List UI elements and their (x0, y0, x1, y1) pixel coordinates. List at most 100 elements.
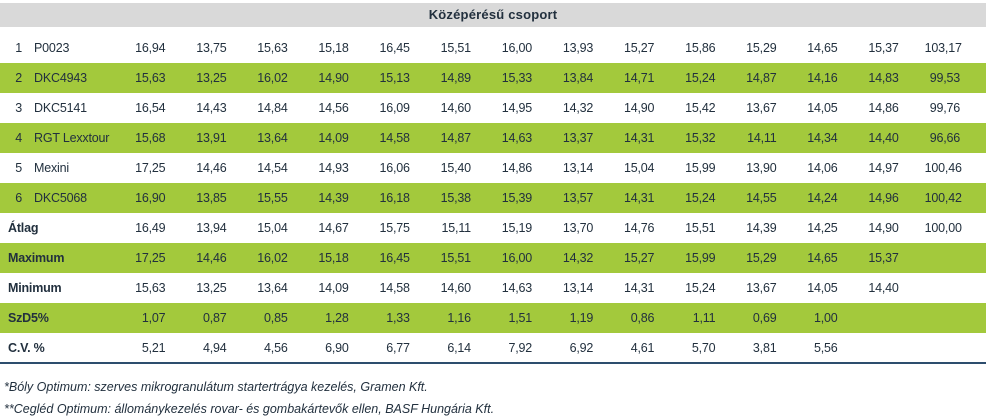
value-cell: 14,96 (863, 183, 925, 213)
value-cell: 0,86 (619, 303, 681, 333)
value-cell: 14,31 (619, 123, 681, 153)
value-cell: 15,27 (619, 243, 681, 273)
value-cell (925, 273, 986, 303)
footnote-boly-optimum: *Bóly Optimum: szerves mikrogranulátum s… (4, 380, 428, 394)
value-cell: 17,25 (130, 243, 192, 273)
value-cell: 16,94 (135, 41, 166, 55)
value-cell: 4,61 (630, 340, 655, 355)
value-cell: 6,92 (569, 340, 594, 355)
row-variety-name: RGT Lexxtour (26, 123, 131, 153)
value-cell: 14,95 (501, 101, 533, 115)
value-cell: 15,51 (440, 41, 471, 55)
row-summary-label: Átlag (8, 221, 39, 235)
row-rank: 1 (15, 41, 23, 55)
row-rank: 5 (15, 161, 23, 175)
summary-row: C.V. % 5,21 4,94 4,56 6,90 6,77 6,14 7,92 6,92 4,… (0, 333, 986, 363)
value-cell: 16,09 (379, 101, 410, 115)
value-cell: 15,42 (685, 101, 716, 115)
value-cell: 14,16 (802, 63, 864, 93)
row-summary-label: Minimum (8, 281, 62, 295)
value-cell: 15,24 (680, 63, 742, 93)
value-cell: 15,27 (623, 41, 655, 55)
value-cell: 15,33 (496, 63, 559, 93)
value-cell: 14,86 (868, 101, 899, 115)
value-cell: 15,18 (313, 243, 375, 273)
value-cell: 15,11 (441, 221, 472, 235)
value-cell: 14,83 (863, 63, 925, 93)
row-rank: 6 (0, 183, 27, 213)
value-cell: 16,54 (135, 101, 166, 115)
value-cell: 14,93 (318, 161, 349, 175)
value-cell: 13,94 (196, 221, 227, 235)
row-variety-name: DKC5141 (34, 101, 87, 115)
value-cell: 99,76 (929, 101, 960, 115)
value-cell: 14,90 (623, 101, 655, 115)
value-cell: 14,55 (741, 183, 803, 213)
value-cell: 4,94 (202, 340, 227, 355)
value-cell: 16,00 (496, 243, 559, 273)
value-cell: 15,63 (130, 63, 192, 93)
variety-row: 6 DKC5068 16,90 13,85 15,55 14,39 16,18 15,38 15… (0, 183, 986, 213)
value-cell: 16,45 (379, 41, 410, 55)
value-cell: 14,90 (868, 221, 899, 235)
value-cell: 1,28 (313, 303, 375, 333)
value-cell: 15,18 (318, 41, 349, 55)
value-cell: 14,67 (318, 221, 349, 235)
value-cell: 14,87 (741, 63, 803, 93)
value-cell: 14,31 (619, 183, 681, 213)
value-cell: 0,87 (191, 303, 253, 333)
value-cell: 14,63 (501, 281, 533, 295)
value-cell (925, 333, 986, 363)
value-cell: 14,56 (318, 101, 349, 115)
value-cell: 15,51 (685, 221, 716, 235)
value-cell: 15,39 (496, 183, 559, 213)
value-cell: 13,64 (252, 123, 314, 153)
value-cell: 14,06 (807, 161, 838, 175)
value-cell: 16,49 (135, 221, 166, 235)
row-summary-label: Maximum (0, 243, 131, 273)
value-cell: 1,07 (130, 303, 192, 333)
value-cell: 14,84 (257, 101, 288, 115)
value-cell: 16,18 (374, 183, 436, 213)
value-cell: 14,60 (440, 281, 471, 295)
value-cell: 14,65 (802, 243, 864, 273)
value-cell: 14,09 (313, 123, 375, 153)
value-cell: 15,86 (685, 41, 716, 55)
value-cell: 16,45 (374, 243, 436, 273)
value-cell: 14,34 (802, 123, 864, 153)
value-cell: 96,66 (924, 123, 986, 153)
row-rank: 2 (0, 63, 27, 93)
variety-row: 4 RGT Lexxtour 15,68 13,91 13,64 14,09 14,58 14… (0, 123, 986, 153)
value-cell: 14,43 (196, 101, 227, 115)
value-cell: 16,02 (252, 243, 314, 273)
value-cell: 14,58 (379, 281, 410, 295)
summary-row: SzD5% 1,07 0,87 0,85 1,28 1,33 1,16 1,51 1,19 0,8… (0, 303, 986, 333)
value-cell: 0,85 (252, 303, 314, 333)
value-cell: 14,46 (196, 161, 227, 175)
value-cell: 13,37 (558, 123, 620, 153)
value-cell: 103,17 (924, 41, 962, 55)
value-cell: 15,51 (435, 243, 497, 273)
value-cell: 100,46 (924, 161, 962, 175)
group-title: Középérésű csoport (428, 7, 558, 22)
value-cell: 14,11 (741, 123, 803, 153)
value-cell: 13,67 (746, 101, 777, 115)
value-cell: 15,32 (680, 123, 742, 153)
value-cell: 14,76 (623, 221, 655, 235)
value-cell: 5,56 (814, 340, 838, 355)
value-cell: 14,24 (802, 183, 864, 213)
value-cell: 13,75 (196, 41, 227, 55)
value-cell: 16,06 (379, 161, 410, 175)
row-variety-name: P0023 (34, 41, 70, 55)
value-cell: 14,86 (501, 161, 533, 175)
variety-row: 3 DKC5141 16,54 14,43 14,84 14,56 16,09 14,60 14… (0, 93, 986, 123)
value-cell: 1,11 (680, 303, 742, 333)
summary-row: Minimum 15,63 13,25 13,64 14,09 14,58 14,60 14,… (0, 273, 986, 303)
value-cell: 15,19 (501, 221, 533, 235)
value-cell: 13,93 (562, 41, 594, 55)
value-cell: 15,37 (868, 41, 899, 55)
footnote-cegled-optimum: **Cegléd Optimum: állománykezelés rovar-… (4, 402, 495, 416)
value-cell: 1,51 (496, 303, 559, 333)
value-cell: 14,32 (562, 101, 594, 115)
